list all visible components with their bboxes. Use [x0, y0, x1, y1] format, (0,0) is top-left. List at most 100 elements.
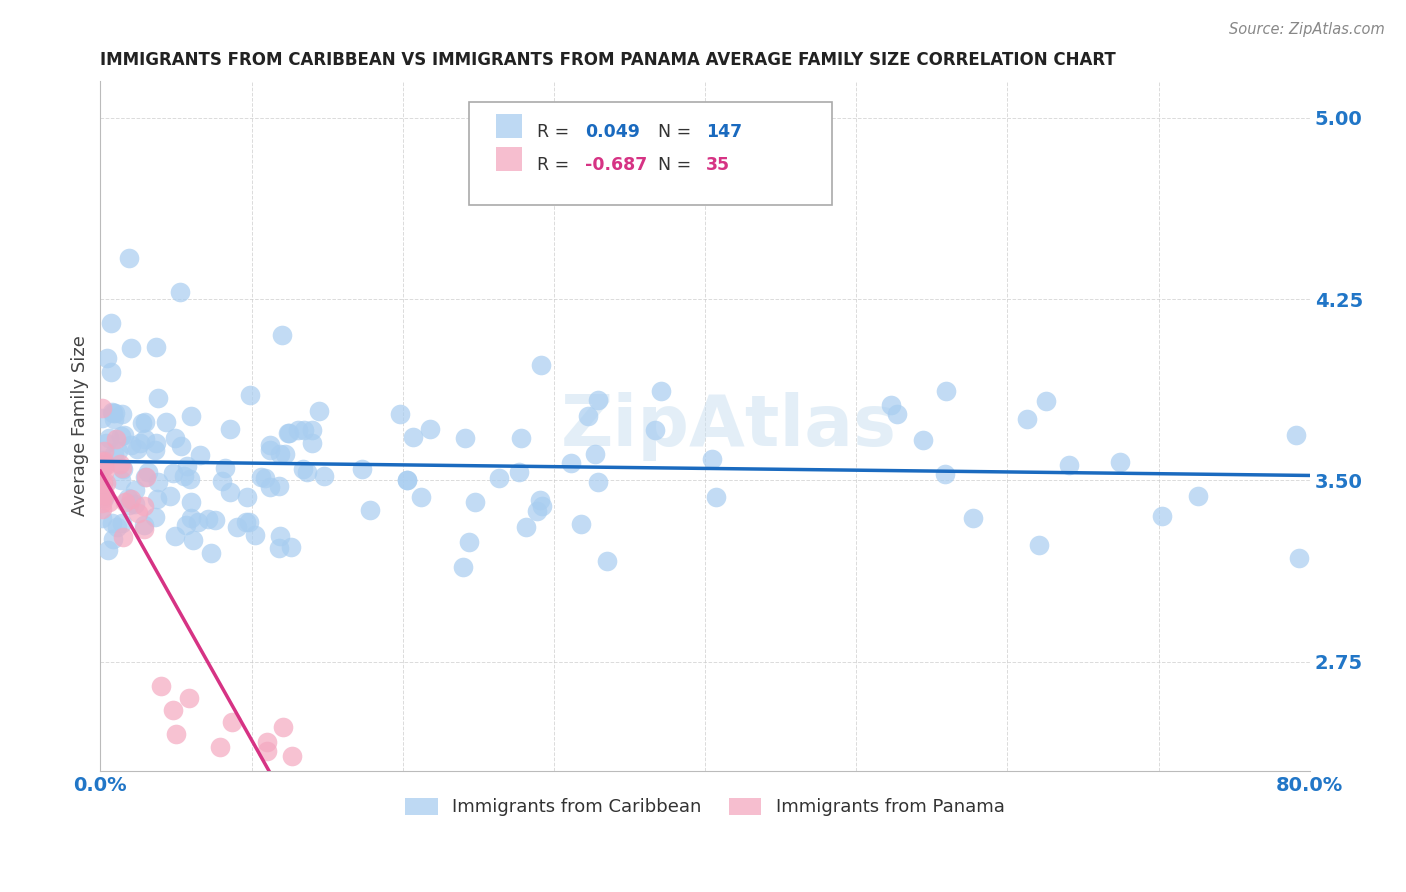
- Point: [211, 474, 233, 488]
- Point: [1108, 455, 1130, 469]
- Point: [159, 489, 181, 503]
- Text: 147: 147: [706, 123, 742, 141]
- Point: [402, 430, 425, 444]
- Text: Source: ZipAtlas.com: Source: ZipAtlas.com: [1229, 22, 1385, 37]
- Point: [155, 415, 177, 429]
- Point: [259, 438, 281, 452]
- Point: [91, 487, 114, 501]
- Point: [278, 425, 301, 440]
- Point: [169, 285, 191, 299]
- Point: [94, 436, 117, 450]
- Point: [124, 483, 146, 498]
- Point: [93, 454, 115, 468]
- Point: [110, 473, 132, 487]
- Point: [90, 501, 112, 516]
- Point: [280, 540, 302, 554]
- Point: [145, 436, 167, 450]
- Point: [98, 431, 121, 445]
- Point: [91, 455, 114, 469]
- Point: [179, 472, 201, 486]
- Point: [238, 515, 260, 529]
- Point: [458, 535, 481, 549]
- Point: [297, 466, 319, 480]
- Point: [93, 491, 115, 505]
- Point: [165, 727, 187, 741]
- Point: [118, 251, 141, 265]
- Point: [104, 432, 127, 446]
- Point: [529, 493, 551, 508]
- Point: [100, 316, 122, 330]
- Point: [162, 467, 184, 481]
- Point: [112, 428, 135, 442]
- Point: [225, 519, 247, 533]
- Point: [488, 471, 510, 485]
- Point: [143, 443, 166, 458]
- Point: [177, 691, 200, 706]
- Point: [395, 473, 418, 487]
- Point: [111, 408, 134, 422]
- Point: [91, 410, 114, 425]
- Point: [131, 416, 153, 430]
- Point: [256, 744, 278, 758]
- Point: [188, 448, 211, 462]
- Point: [239, 388, 262, 402]
- Point: [569, 516, 592, 531]
- Point: [91, 476, 114, 491]
- Point: [94, 488, 117, 502]
- Point: [150, 679, 173, 693]
- Point: [183, 533, 205, 547]
- Point: [419, 422, 441, 436]
- Point: [254, 471, 277, 485]
- Point: [1015, 412, 1038, 426]
- Point: [259, 442, 281, 457]
- Point: [526, 504, 548, 518]
- Point: [271, 720, 294, 734]
- Point: [395, 473, 418, 487]
- Point: [269, 446, 291, 460]
- Point: [112, 529, 135, 543]
- Point: [314, 469, 336, 483]
- Point: [935, 384, 957, 399]
- Point: [90, 511, 112, 525]
- Point: [1057, 458, 1080, 472]
- Point: [90, 401, 112, 415]
- Point: [359, 502, 381, 516]
- Point: [146, 475, 169, 489]
- Point: [1284, 427, 1306, 442]
- Point: [105, 520, 128, 534]
- Text: ZipAtlas: ZipAtlas: [561, 392, 897, 460]
- Point: [243, 528, 266, 542]
- Point: [700, 452, 723, 467]
- Point: [583, 447, 606, 461]
- Point: [269, 529, 291, 543]
- Point: [267, 479, 290, 493]
- Bar: [496, 114, 523, 138]
- Point: [145, 509, 167, 524]
- Point: [180, 495, 202, 509]
- Point: [91, 481, 114, 495]
- Point: [280, 749, 302, 764]
- Point: [146, 492, 169, 507]
- Point: [176, 458, 198, 473]
- Text: IMMIGRANTS FROM CARIBBEAN VS IMMIGRANTS FROM PANAMA AVERAGE FAMILY SIZE CORRELAT: IMMIGRANTS FROM CARIBBEAN VS IMMIGRANTS …: [100, 51, 1116, 69]
- Point: [94, 475, 117, 490]
- Point: [259, 480, 281, 494]
- Point: [96, 351, 118, 365]
- Point: [531, 500, 554, 514]
- Point: [110, 429, 132, 443]
- Text: -0.687: -0.687: [585, 156, 648, 174]
- Point: [1152, 508, 1174, 523]
- Point: [134, 415, 156, 429]
- Point: [235, 516, 257, 530]
- Point: [644, 423, 666, 437]
- Point: [886, 408, 908, 422]
- Point: [174, 518, 197, 533]
- Legend: Immigrants from Caribbean, Immigrants from Panama: Immigrants from Caribbean, Immigrants fr…: [398, 790, 1012, 823]
- Point: [236, 490, 259, 504]
- Point: [287, 423, 309, 437]
- Point: [101, 533, 124, 547]
- Point: [173, 469, 195, 483]
- FancyBboxPatch shape: [470, 102, 832, 205]
- Point: [163, 431, 186, 445]
- Point: [111, 460, 134, 475]
